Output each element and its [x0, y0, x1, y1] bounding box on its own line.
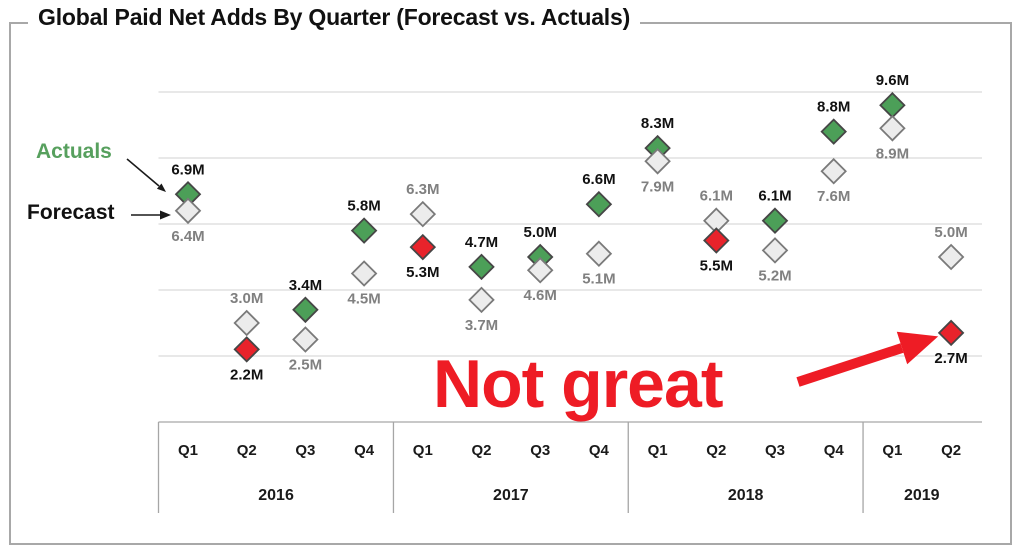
forecast-value-label-10: 5.2M: [758, 267, 791, 284]
forecast-value-label-4: 6.3M: [406, 181, 439, 198]
actual-value-label-10: 6.1M: [758, 188, 791, 205]
quarter-label-2016-Q3: Q3: [295, 442, 315, 459]
legend-actuals-label: Actuals: [36, 140, 112, 163]
forecast-value-label-13: 5.0M: [934, 224, 967, 241]
forecast-value-label-2: 2.5M: [289, 357, 322, 374]
legend-forecast-label: Forecast: [27, 201, 115, 224]
actual-value-label-12: 9.6M: [876, 72, 909, 89]
year-label-2019: 2019: [904, 487, 940, 504]
forecast-value-label-6: 4.6M: [524, 287, 557, 304]
forecast-value-label-8: 7.9M: [641, 178, 674, 195]
actual-value-label-13: 2.7M: [934, 350, 967, 367]
actual-value-label-11: 8.8M: [817, 99, 850, 116]
forecast-marker-5: [468, 286, 495, 314]
forecast-value-label-3: 4.5M: [347, 291, 380, 308]
actual-marker-9: [703, 227, 730, 254]
quarter-label-2017-Q4: Q4: [589, 442, 610, 459]
quarter-label-2017-Q1: Q1: [413, 442, 433, 459]
actual-marker-7: [585, 190, 613, 218]
actual-marker-4: [409, 233, 437, 261]
actual-value-label-4: 5.3M: [406, 264, 439, 281]
not-great-arrow: [796, 331, 939, 387]
forecast-marker-0: [174, 197, 202, 225]
chart-title: Global Paid Net Adds By Quarter (Forecas…: [28, 4, 641, 31]
quarter-label-2017-Q3: Q3: [530, 442, 550, 459]
forecast-value-label-1: 3.0M: [230, 290, 263, 307]
legend-arrows: [126, 158, 171, 220]
forecast-marker-8: [644, 148, 671, 175]
actual-marker-12: [879, 91, 906, 119]
forecast-value-label-7: 5.1M: [582, 271, 615, 288]
actuals-arrow-line: [126, 158, 160, 187]
actual-value-label-9: 5.5M: [700, 258, 733, 275]
actual-value-label-1: 2.2M: [230, 366, 263, 383]
actual-marker-2: [292, 296, 319, 324]
quarter-label-2016-Q4: Q4: [354, 442, 375, 459]
actual-marker-3: [350, 217, 378, 244]
quarter-label-2018-Q2: Q2: [706, 442, 726, 459]
not-great-arrow-shaft: [796, 343, 904, 387]
forecast-value-label-5: 3.7M: [465, 317, 498, 334]
actual-value-label-8: 8.3M: [641, 115, 674, 132]
forecast-value-label-12: 8.9M: [876, 145, 909, 162]
not-great-arrow-head-icon: [896, 331, 939, 365]
actual-marker-11: [820, 118, 847, 145]
quarter-label-2016-Q2: Q2: [237, 442, 257, 459]
forecast-marker-7: [585, 240, 613, 267]
quarter-label-2018-Q1: Q1: [648, 442, 668, 459]
forecast-marker-3: [350, 260, 378, 287]
quarter-label-2019-Q1: Q1: [882, 442, 902, 459]
year-label-2017: 2017: [493, 487, 529, 504]
quarter-label-2017-Q2: Q2: [471, 442, 491, 459]
forecast-value-label-0: 6.4M: [171, 228, 204, 245]
quarter-label-2018-Q3: Q3: [765, 442, 785, 459]
actual-value-label-7: 6.6M: [582, 171, 615, 188]
forecast-marker-1: [233, 309, 260, 337]
forecast-value-label-9: 6.1M: [700, 188, 733, 205]
forecast-marker-13: [937, 243, 965, 271]
actual-marker-1: [233, 336, 260, 363]
forecast-arrow-head-icon: [160, 210, 171, 220]
actual-value-label-2: 3.4M: [289, 277, 322, 294]
actual-value-label-5: 4.7M: [465, 234, 498, 251]
actual-marker-13: [937, 319, 965, 347]
forecast-marker-6: [526, 256, 554, 284]
quarter-label-2016-Q1: Q1: [178, 442, 198, 459]
actuals-arrow-head-icon: [156, 183, 166, 192]
quarter-label-2018-Q4: Q4: [824, 442, 845, 459]
year-label-2016: 2016: [258, 487, 294, 504]
forecast-marker-2: [292, 326, 319, 353]
forecast-marker-4: [409, 200, 437, 228]
plot-area: Q1 Q2 Q3 Q4 2016 Q1 Q2 Q3 Q4 2017 Q1 Q2 Q3 Q4 2018 Q1 Q2…: [157, 72, 982, 513]
actual-value-label-3: 5.8M: [347, 198, 380, 215]
year-label-2018: 2018: [728, 487, 764, 504]
forecast-marker-11: [820, 157, 847, 185]
forecast-value-label-11: 7.6M: [817, 188, 850, 205]
forecast-marker-10: [761, 237, 789, 264]
actual-marker-5: [468, 253, 495, 281]
actual-marker-10: [761, 207, 789, 234]
quarter-label-2019-Q2: Q2: [941, 442, 961, 459]
actual-value-label-0: 6.9M: [171, 161, 204, 178]
annotation-not-great: Not great: [433, 346, 723, 422]
actual-value-label-6: 5.0M: [524, 224, 557, 241]
forecast-marker-12: [879, 115, 906, 142]
